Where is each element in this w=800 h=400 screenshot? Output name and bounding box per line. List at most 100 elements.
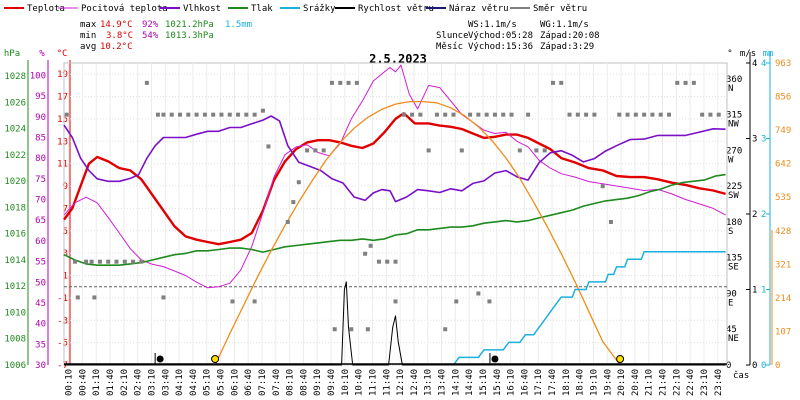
wind-direction-point	[487, 299, 492, 304]
series-pressure-line	[63, 173, 726, 266]
temperature-tick-label: -5	[57, 339, 68, 349]
humidity-tick-label: 95	[35, 92, 46, 102]
wind-direction-point	[608, 219, 613, 224]
wind-direction-point	[252, 299, 257, 304]
solar-tick-label: 963	[775, 59, 791, 69]
wind-direction-point	[542, 148, 547, 153]
wind-direction-point	[354, 80, 359, 85]
x-tick-label: 22:40	[686, 369, 696, 396]
wind-direction-tick-label: 0	[726, 361, 731, 371]
wind-direction-point	[131, 259, 136, 264]
stat-min-press: 1013.3hPa	[165, 31, 214, 41]
wind-speed-axis-unit: m/s	[740, 49, 756, 59]
chart-title: 2.5.2023	[369, 52, 427, 66]
x-tick-label: 10:10	[341, 369, 351, 396]
x-tick-label: 10:40	[355, 369, 365, 396]
wind-direction-point	[501, 112, 506, 117]
wind-direction-point	[443, 327, 448, 332]
wind-direction-point	[401, 112, 406, 117]
wind-direction-compass-label: SE	[728, 263, 739, 273]
wind-direction-point	[321, 148, 326, 153]
axes: hPa% °C1028102610241022102010181016101410…	[4, 49, 791, 396]
pressure-axis-unit: hPa	[4, 49, 20, 59]
x-tick-label: 13:10	[424, 369, 434, 396]
temperature-tick-label: 7	[63, 204, 68, 214]
x-tick-label: 23:10	[700, 369, 710, 396]
wind-direction-compass-label: W	[728, 155, 734, 165]
wind-direction-point	[642, 112, 647, 117]
humidity-axis-unit: %	[39, 49, 45, 59]
wind-direction-point	[252, 112, 257, 117]
wind-direction-point	[526, 112, 531, 117]
legend-label: Srážky	[303, 4, 336, 14]
x-tick-label: 15:10	[479, 369, 489, 396]
sun-label: Slunce	[436, 31, 469, 41]
temperature-tick-label: 13	[57, 137, 68, 147]
x-tick-label: 17:40	[548, 369, 558, 396]
wind-direction-point	[161, 112, 166, 117]
wind-direction-point	[393, 259, 398, 264]
wind-direction-point	[230, 299, 235, 304]
solar-tick-label: 107	[775, 327, 791, 337]
wind-direction-point	[434, 112, 439, 117]
wind-direction-point	[534, 148, 539, 153]
x-tick-label: 00:10	[65, 369, 75, 396]
humidity-tick-label: 55	[35, 258, 46, 268]
wind-direction-point	[365, 327, 370, 332]
temperature-tick-label: -1	[57, 294, 68, 304]
wind-direction-point	[650, 112, 655, 117]
series-solar-line	[214, 100, 621, 366]
pressure-tick-label: 1022	[4, 151, 26, 161]
temperature-tick-label: 11	[57, 160, 68, 170]
wind-direction-point	[492, 112, 497, 117]
x-tick-label: 13:40	[438, 369, 448, 396]
x-tick-label: 16:40	[520, 369, 530, 396]
pressure-tick-label: 1014	[4, 256, 26, 266]
legend-label: Pocitová teplota	[81, 4, 168, 14]
stat-min-temp: 3.8°C	[106, 31, 133, 41]
wind-direction-axis-unit: °	[727, 49, 732, 59]
humidity-tick-label: 85	[35, 133, 46, 143]
wind-direction-point	[376, 259, 381, 264]
pressure-tick-label: 1006	[4, 361, 26, 371]
humidity-tick-label: 35	[35, 340, 46, 350]
wind-direction-point	[73, 259, 78, 264]
solar-tick-label: 0	[775, 361, 780, 371]
solar-tick-label: 642	[775, 160, 791, 170]
rain-tick-label: 0	[761, 361, 766, 371]
x-tick-label: 08:40	[299, 369, 309, 396]
wind-direction-compass-label: NE	[728, 334, 739, 344]
wind-speed-tick-label: 4	[752, 59, 757, 69]
wind-direction-point	[567, 112, 572, 117]
x-tick-label: 11:40	[382, 369, 392, 396]
temperature-tick-label: -3	[57, 316, 68, 326]
wind-direction-point	[144, 80, 149, 85]
x-tick-label: 07:40	[272, 369, 282, 396]
temperature-tick-label: 3	[63, 249, 68, 259]
wind-direction-point	[454, 299, 459, 304]
wind-direction-point	[675, 80, 680, 85]
x-tick-label: 04:10	[175, 369, 185, 396]
wind-direction-point	[296, 180, 301, 185]
humidity-tick-label: 70	[35, 196, 46, 206]
temperature-tick-label: 9	[63, 182, 68, 192]
pressure-tick-label: 1026	[4, 98, 26, 108]
humidity-tick-label: 100	[30, 71, 46, 81]
wind-speed-tick-label: 0	[752, 361, 757, 371]
pressure-tick-label: 1010	[4, 308, 26, 318]
rain-axis-unit: mm	[763, 49, 774, 59]
wind-direction-point	[385, 259, 390, 264]
wind-direction-point	[332, 327, 337, 332]
solar-tick-label: 428	[775, 227, 791, 237]
stats-block: max 14.9°C 92% 1021.2hPa 1.5mm min 3.8°C…	[80, 20, 600, 52]
wind-direction-point	[227, 112, 232, 117]
wind-direction-point	[106, 259, 111, 264]
wind-direction-point	[517, 148, 522, 153]
sunrise-marker	[211, 355, 220, 363]
wind-direction-point	[559, 80, 564, 85]
wind-direction-tick-label: 90	[726, 289, 737, 299]
temperature-tick-label: 19	[57, 70, 68, 80]
humidity-tick-label: 45	[35, 299, 46, 309]
wind-direction-point	[97, 259, 102, 264]
wind-direction-point	[600, 184, 605, 189]
